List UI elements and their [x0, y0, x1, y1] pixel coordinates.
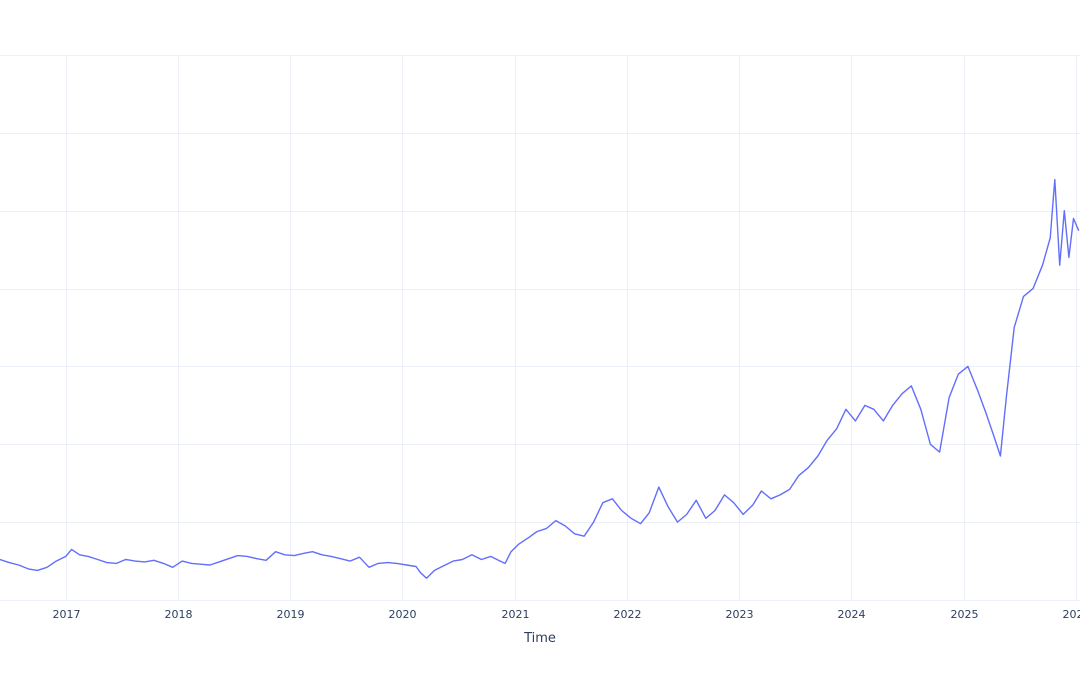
x-tick-label: 2017 — [53, 608, 81, 621]
x-axis-ticks: 2017 2018 2019 2020 2021 2022 2023 2024 2025 2026 — [53, 608, 1080, 621]
x-tick-label: 2023 — [726, 608, 754, 621]
x-tick-label: 2019 — [277, 608, 305, 621]
x-tick-label: 2020 — [389, 608, 417, 621]
x-tick-label: 2018 — [165, 608, 193, 621]
series-line — [0, 178, 1080, 579]
x-tick-label: 2024 — [838, 608, 866, 621]
x-tick-label: 2022 — [614, 608, 642, 621]
x-axis-title: Time — [523, 631, 556, 646]
x-tick-label: 2021 — [502, 608, 530, 621]
gridlines — [0, 55, 1080, 601]
plot-area — [0, 178, 1080, 579]
x-tick-label: 2025 — [951, 608, 979, 621]
x-tick-label: 2026 — [1063, 608, 1080, 621]
